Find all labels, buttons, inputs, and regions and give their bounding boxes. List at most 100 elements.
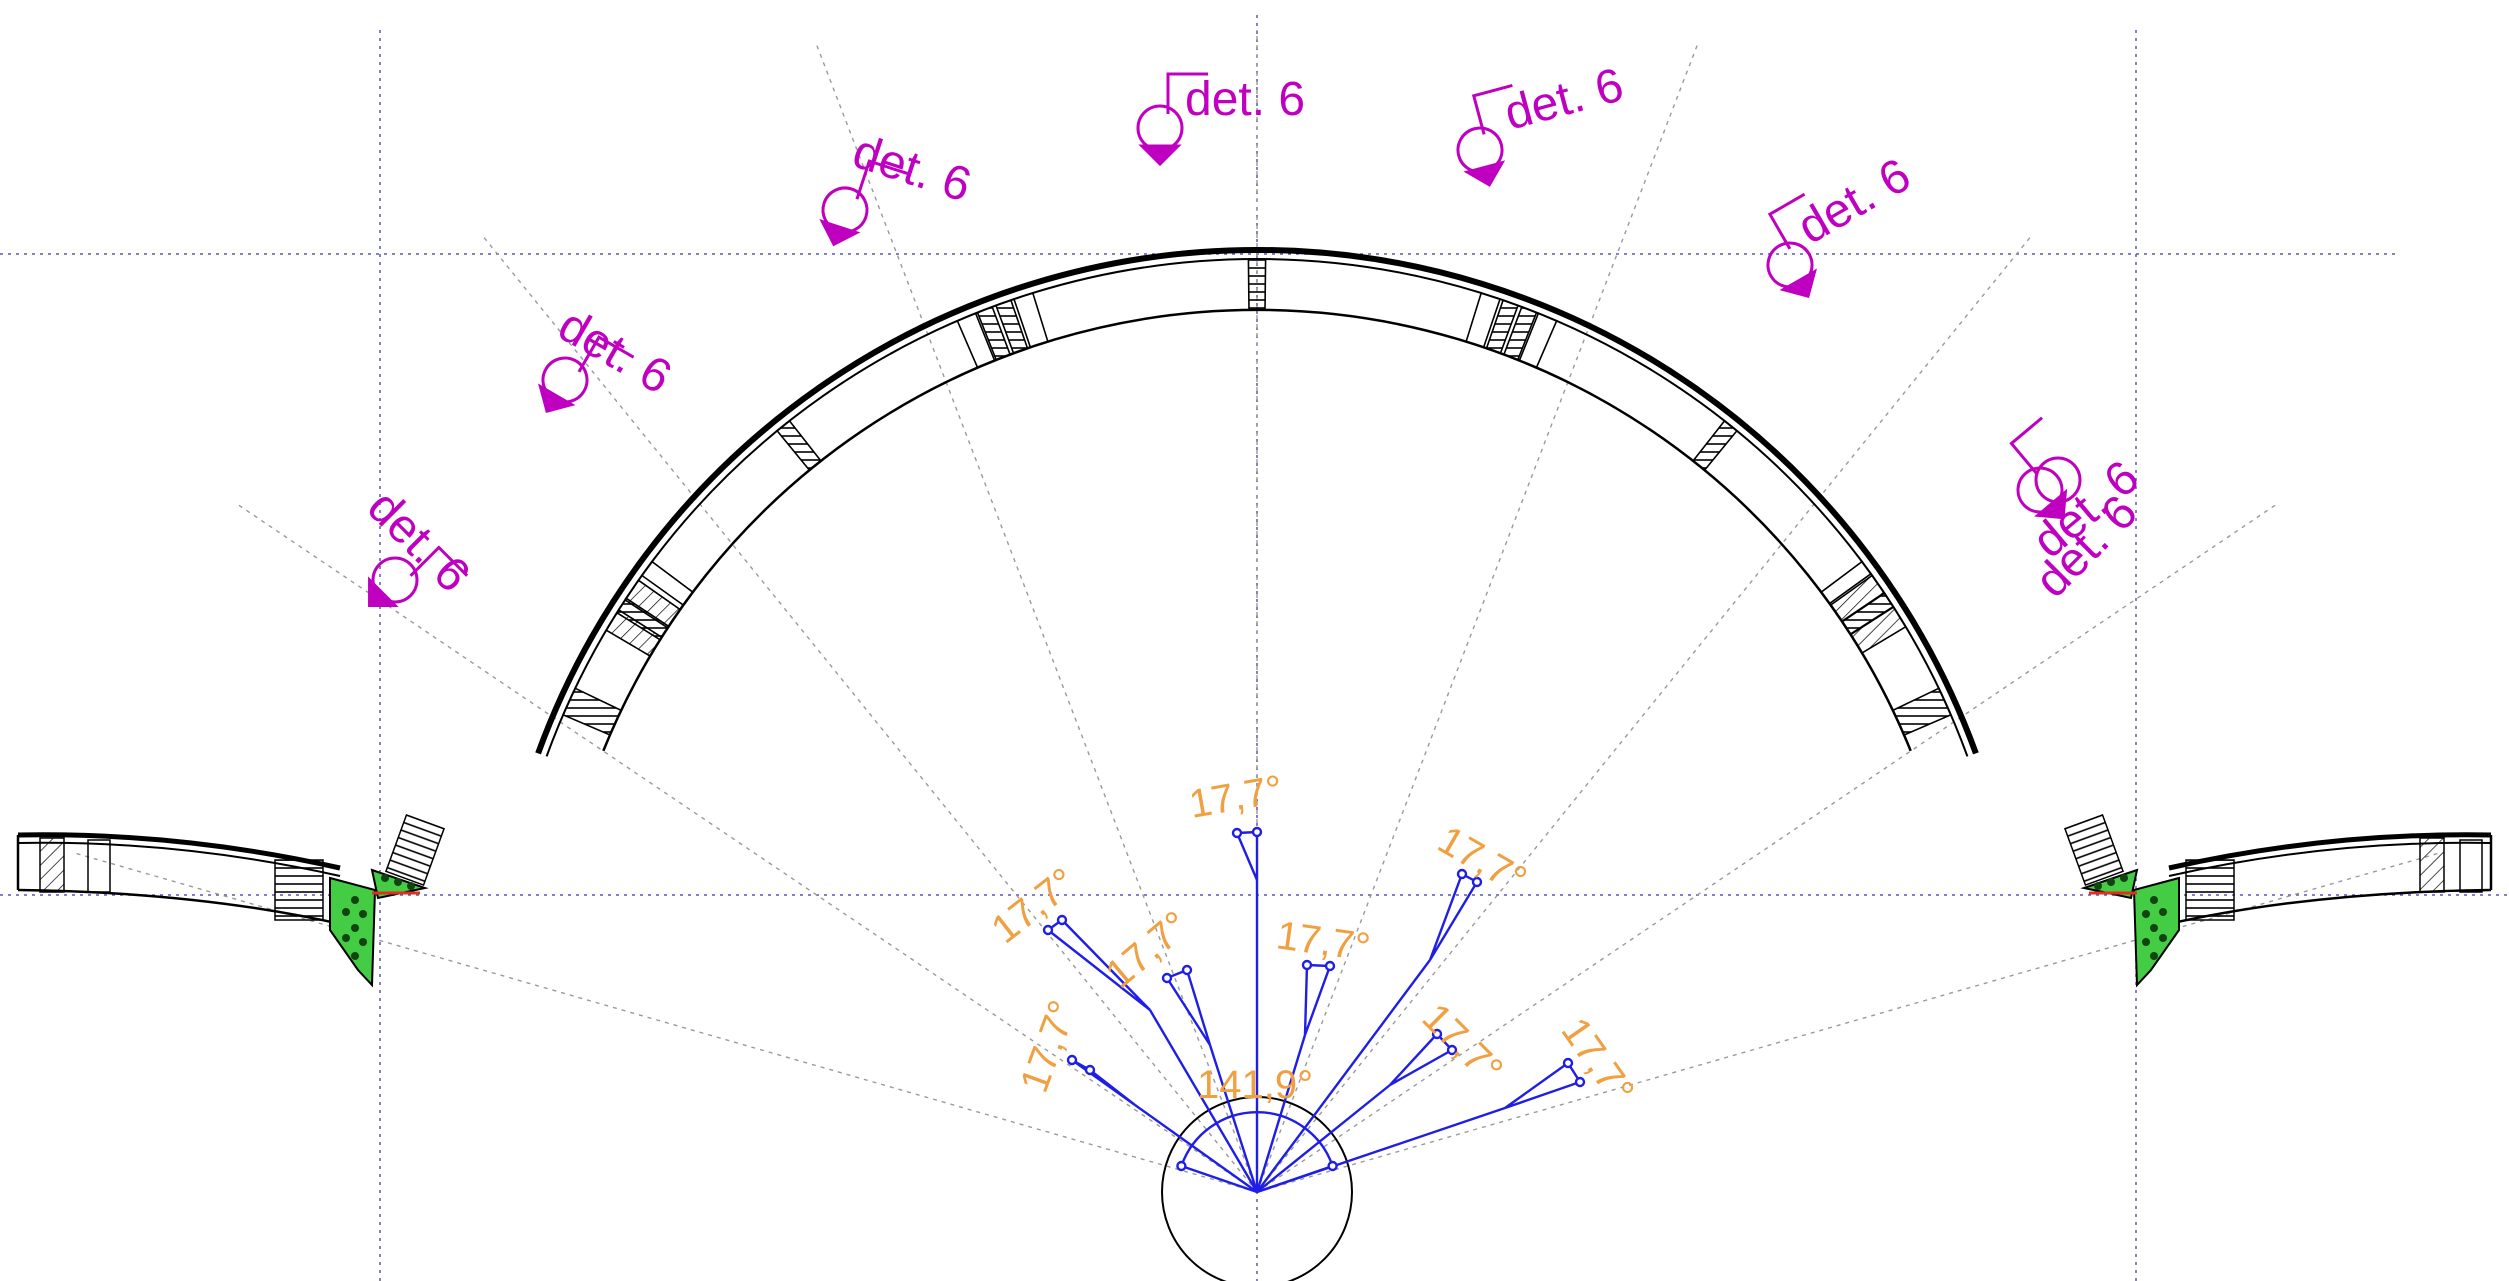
angle-handle	[1251, 826, 1263, 838]
section-marker-flag	[1767, 192, 1806, 250]
arch-block	[1485, 299, 1520, 355]
arch-outer-skin	[535, 246, 1979, 755]
arch-block	[775, 419, 823, 472]
total-angle-leg	[1256, 1164, 1333, 1194]
angle-wedge	[1389, 1033, 1454, 1087]
radial-rays	[74, 30, 2440, 1193]
section-marker-arrow	[819, 219, 861, 247]
detail-callout-label: det. 6	[550, 299, 681, 405]
detail-callout-label: det. 6	[847, 125, 978, 213]
angle-handle	[1056, 914, 1068, 926]
angle-spoke	[1256, 1084, 1391, 1193]
detail-callout[interactable]: det. 6	[528, 299, 680, 436]
radial-ray	[74, 852, 1258, 1193]
radial-ray	[236, 503, 1258, 1193]
angle-wedge	[1303, 963, 1332, 1036]
angle-handle	[1446, 1044, 1458, 1056]
angle-wedge	[1165, 968, 1212, 1046]
angle-spoke	[1134, 1104, 1258, 1193]
angle-handle	[1176, 1160, 1187, 1172]
detail-callout-label: det. 6	[1789, 149, 1920, 255]
segment-angle-label: 17,7°	[1012, 995, 1085, 1098]
radial-ray	[1256, 503, 2278, 1193]
right-wing	[2163, 832, 2493, 927]
section-marker-flag	[2009, 416, 2044, 476]
radial-ray	[482, 235, 1258, 1193]
arch-block	[1691, 419, 1739, 472]
angle-handle	[1324, 960, 1336, 972]
arch-block	[562, 687, 623, 737]
arch-block	[1891, 687, 1952, 737]
arch-blocks	[562, 258, 1952, 737]
segment-angle-label: 17,7°	[1274, 913, 1373, 970]
left-wing-timber-stack	[274, 859, 324, 921]
arch-block	[623, 579, 682, 630]
angle-spoke	[1256, 959, 1431, 1193]
section-marker-circle	[1136, 104, 1184, 152]
detail-callout-label: det. 6	[1185, 73, 1305, 126]
section-marker-flag	[1471, 83, 1513, 135]
angle-handle	[1231, 827, 1243, 839]
section-marker-arrow	[538, 383, 576, 414]
angle-spoke	[1148, 1009, 1259, 1193]
angle-spoke	[1208, 1044, 1259, 1193]
section-marker-arrow	[1138, 144, 1182, 167]
angle-handle	[1471, 876, 1483, 888]
angle-spoke	[1255, 1034, 1307, 1193]
segment-angle-label: 17,7°	[1431, 818, 1534, 903]
arch-block	[1849, 605, 1907, 655]
angle-wedge	[1428, 872, 1479, 961]
radial-ray	[1256, 43, 1699, 1193]
radial-ray	[815, 43, 1258, 1193]
angle-wedge	[1235, 830, 1259, 881]
angle-handle	[1574, 1076, 1586, 1088]
segment-angle-label: 17,7°	[1186, 767, 1286, 827]
total-angle-leg	[1181, 1164, 1258, 1194]
total-angle-label: 141,9°	[1197, 1063, 1313, 1107]
arch-block	[1518, 312, 1558, 369]
section-marker-flag	[577, 335, 635, 373]
angle-handle	[1181, 964, 1193, 976]
section-marker-flag	[855, 159, 908, 200]
angle-handle	[1066, 1054, 1078, 1066]
detail-callout[interactable]: det. 6	[1445, 58, 1629, 190]
section-marker-circle	[2034, 456, 2082, 504]
right-connector	[2063, 814, 2180, 988]
arch-block	[994, 299, 1029, 355]
section-marker-arrow	[368, 576, 399, 607]
arch-block	[1502, 305, 1538, 362]
radial-ray	[1256, 235, 2032, 1193]
angle-handle	[1327, 1160, 1338, 1172]
side-wings	[16, 832, 2493, 927]
arch-block	[1465, 291, 1502, 349]
detail-callout[interactable]: det. 6	[1744, 149, 1920, 308]
angle-handle	[1431, 1028, 1443, 1040]
angle-handle	[1301, 959, 1313, 971]
angle-wedge	[1071, 1058, 1136, 1106]
section-marker-flag	[409, 545, 469, 577]
total-angle-arc	[1180, 1111, 1334, 1167]
left-wing	[16, 832, 346, 927]
segment-angle-label: 17,7°	[983, 860, 1084, 952]
angle-wedge	[1047, 918, 1151, 1011]
detail-callout-label: det. 6	[1499, 58, 1629, 140]
detail-callout[interactable]: det. 6	[813, 125, 977, 259]
section-marker-flag	[1166, 72, 1208, 114]
segment-angle-label: 17,7°	[1098, 903, 1198, 997]
radial-ray	[1256, 852, 2440, 1193]
angle-handle	[1456, 868, 1468, 880]
left-connector	[329, 814, 446, 988]
arch-structure	[535, 246, 1979, 757]
angle-wedge	[1504, 1062, 1582, 1110]
detail-callout[interactable]: det. 6	[1136, 72, 1305, 167]
right-wing-timber-stack	[2185, 859, 2235, 921]
detail-callout[interactable]: det. 6	[354, 480, 480, 639]
arch-block	[1247, 258, 1267, 311]
angle-handle	[1084, 1064, 1096, 1076]
angle-handle	[1042, 924, 1054, 936]
section-marker-arrow	[1779, 268, 1817, 299]
section-marker-arrow	[1463, 160, 1506, 187]
angle-indicator	[1042, 826, 1586, 1281]
